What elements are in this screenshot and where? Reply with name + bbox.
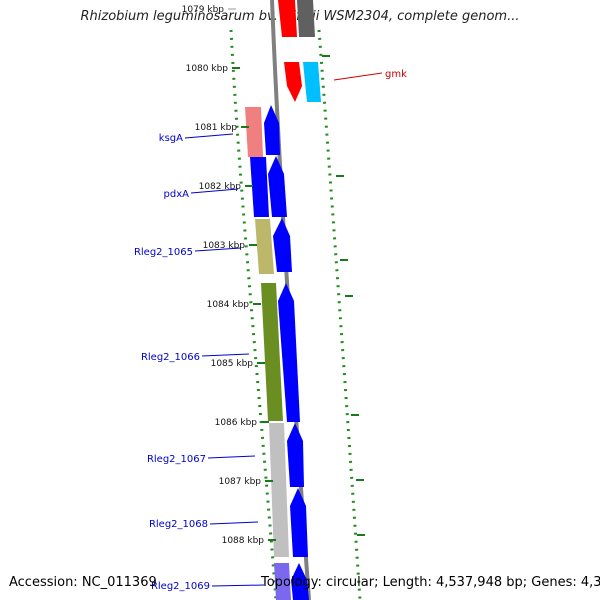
tick-label: 1086 kbp xyxy=(215,418,258,428)
tick-label: 1082 kbp xyxy=(199,182,242,192)
gc-track-right xyxy=(317,29,362,600)
accession-text: Accession: NC_011369 xyxy=(9,575,157,590)
gene-arrow-ksgA xyxy=(264,105,280,155)
gene-leader-line xyxy=(190,188,239,194)
gene-leader-line xyxy=(209,521,259,525)
gene-label-Rleg2_1069: Rleg2_1069 xyxy=(151,581,210,592)
gene-block-lavender xyxy=(274,563,291,600)
tick-label: 1081 kbp xyxy=(195,123,238,133)
topology-text: Topology: circular; Length: 4,537,948 bp… xyxy=(261,575,600,590)
tick-label: 1084 kbp xyxy=(207,300,250,310)
gene-block-tan xyxy=(255,219,274,274)
gc-skew-dashes xyxy=(322,55,365,536)
tick-label: 1080 kbp xyxy=(186,64,229,74)
gene-leader-line xyxy=(333,72,383,81)
gene-block-olive xyxy=(261,283,283,421)
tick-label: 1079 kbp xyxy=(182,5,225,15)
gene-block-blue-left xyxy=(250,157,269,217)
tick-label: 1088 kbp xyxy=(222,536,265,546)
gene-label-Rleg2_1067: Rleg2_1067 xyxy=(147,454,206,465)
gene-segment-dark-grey xyxy=(297,0,315,37)
tick-label: 1087 kbp xyxy=(219,477,262,487)
gene-leader-line xyxy=(194,247,242,252)
gc-track-left xyxy=(229,29,278,600)
kbp-ticks: 1079 kbp 1080 kbp 1081 kbp 1082 kbp 1083 kbp… xyxy=(182,5,276,546)
gene-block-grey xyxy=(269,423,289,557)
tick-label: 1085 kbp xyxy=(211,359,254,369)
gene-label-ksgA: ksgA xyxy=(159,133,183,144)
gene-leader-line xyxy=(184,133,234,139)
gene-arrow-gmk xyxy=(284,62,302,102)
gene-label-Rleg2_1065: Rleg2_1065 xyxy=(134,247,193,258)
gene-arrow-Rleg2_1069 xyxy=(291,563,309,600)
tick-label: 1083 kbp xyxy=(203,241,246,251)
gene-leader-line xyxy=(201,353,250,357)
gene-label-pdxA: pdxA xyxy=(164,189,190,200)
gene-segment-red-top xyxy=(278,0,297,37)
gene-labels: gmk ksgA pdxA Rleg2_1065 Rleg2_1066 Rleg2_106… xyxy=(134,69,407,592)
gene-arrow-Rleg2_1065 xyxy=(273,218,292,272)
gene-block-pink xyxy=(245,107,263,157)
gene-arrow-pdxA xyxy=(268,156,287,217)
gene-leader-line xyxy=(207,455,256,459)
gene-label-Rleg2_1066: Rleg2_1066 xyxy=(141,352,200,363)
gene-arrow-Rleg2_1068 xyxy=(290,488,308,557)
gene-label-gmk: gmk xyxy=(385,69,407,80)
gene-leader-line xyxy=(211,584,265,587)
gene-arrow-Rleg2_1066 xyxy=(278,283,300,422)
gene-arrow-Rleg2_1067 xyxy=(287,423,304,487)
gene-segment-cyan xyxy=(303,62,321,102)
reverse-strand-features xyxy=(245,0,302,600)
gene-label-Rleg2_1068: Rleg2_1068 xyxy=(149,519,208,530)
forward-strand-features xyxy=(264,0,321,600)
